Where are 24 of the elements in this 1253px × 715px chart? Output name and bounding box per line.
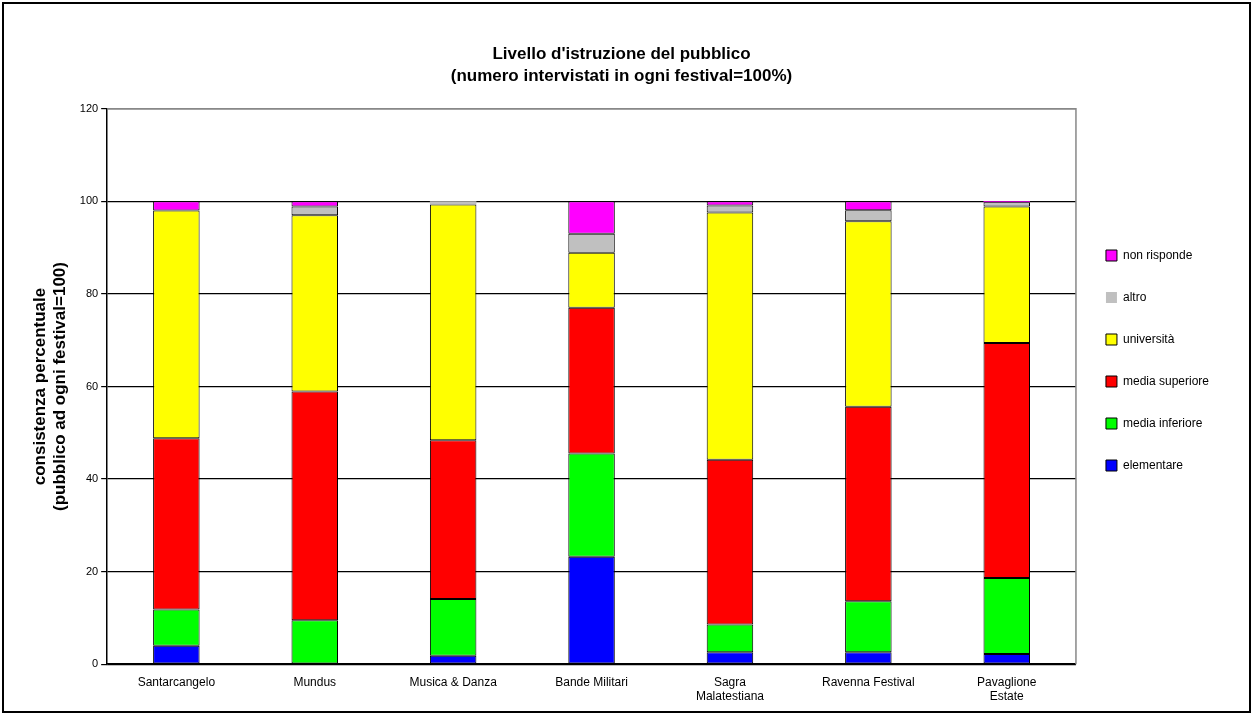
legend-label: non risponde <box>1122 247 1193 262</box>
x-tick-label: Pavaglione Estate <box>977 674 1037 704</box>
y-tick-label: 60 <box>85 379 99 392</box>
y-tick-label: 80 <box>85 286 99 299</box>
x-tick-label: Bande Militari <box>555 674 628 689</box>
legend-label: media inferiore <box>1122 415 1203 430</box>
y-tick-label: 100 <box>79 194 99 207</box>
legend-label: elementare <box>1122 457 1184 472</box>
x-tick-label: Ravenna Festival <box>822 674 915 689</box>
y-axis-title: consistenza percentuale (pubblico ad ogni festival=100) <box>29 262 70 511</box>
y-tick-label: 0 <box>92 657 99 670</box>
x-tick-label: Santarcangelo <box>137 674 216 689</box>
chart-title: Livello d'istruzione del pubblico <box>492 43 751 63</box>
chart-subtitle: (numero intervistati in ogni festival=100%) <box>450 66 793 86</box>
x-tick-label: Musica & Danza <box>409 674 498 689</box>
x-tick-label: Sagra Malatestiana <box>695 674 765 704</box>
y-tick-label: 40 <box>85 472 99 485</box>
bar <box>429 201 477 205</box>
legend-label: università <box>1122 331 1175 346</box>
legend-label: media superiore <box>1122 373 1210 388</box>
x-tick-label: Mundus <box>293 674 337 689</box>
y-tick-label: 20 <box>85 564 99 577</box>
y-tick-label: 120 <box>79 101 99 114</box>
legend-label: altro <box>1122 289 1147 304</box>
